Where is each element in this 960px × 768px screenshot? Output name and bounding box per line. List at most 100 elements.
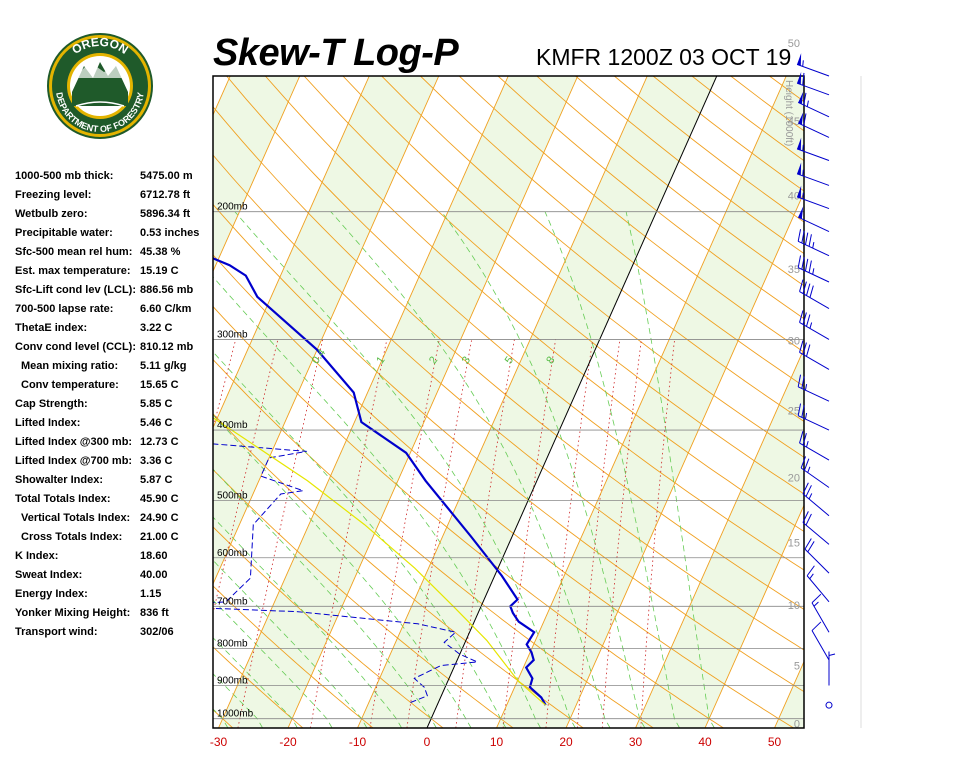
wind-barb (825, 701, 833, 709)
index-row: Freezing level: 6712.78 ft (15, 189, 215, 208)
moist-adiabat (213, 276, 541, 728)
index-label: Lifted Index @300 mb: (15, 436, 133, 448)
wind-barb (796, 53, 830, 77)
mixing-ratio-line (310, 339, 388, 728)
mixing-ratio-label: 1 (374, 354, 387, 366)
temperature-tick-label: 10 (490, 735, 504, 749)
pressure-label: 1000mb (217, 709, 254, 720)
dry-adiabat (213, 154, 804, 651)
dry-adiabat (226, 76, 804, 571)
height-tick-label: 35 (788, 264, 800, 276)
barb-shaft (799, 442, 830, 461)
barb-full (808, 260, 812, 273)
dry-adiabat (497, 76, 804, 320)
barb-shaft (797, 240, 830, 257)
barb-pennant (798, 91, 804, 105)
index-row: Lifted Index @700 mb: 3.36 C (15, 455, 215, 474)
index-value: 836 ft (140, 607, 169, 619)
temperature-tick-label: -30 (210, 735, 228, 749)
height-tick-label: 20 (788, 472, 800, 484)
index-value: 5.11 g/kg (140, 360, 187, 372)
isotherm (218, 76, 509, 728)
moist-adiabat (213, 708, 229, 728)
mixing-ratio-line (406, 339, 473, 728)
wind-barb (799, 340, 830, 370)
barb-half (812, 241, 815, 249)
dry-adiabat (381, 76, 804, 422)
index-row: Lifted Index @300 mb: 12.73 C (15, 436, 215, 455)
barb-half (807, 466, 811, 473)
isotherm (213, 76, 440, 586)
barb-full (804, 232, 809, 245)
wind-barb (799, 431, 830, 461)
dry-adiabat (213, 254, 794, 728)
dewpoint-line (213, 443, 480, 703)
barb-full (802, 511, 809, 523)
index-row: Transport wind: 302/06 (15, 626, 215, 645)
wind-barb (811, 621, 830, 661)
index-label: Cross Totals Index: (21, 531, 123, 543)
moist-adiabat (441, 211, 646, 728)
stability-indices-panel: 1000-500 mb thick: 5475.00 m Freezing leve… (15, 170, 215, 645)
barb-pennant (797, 71, 802, 85)
temperature-tick-label: 30 (629, 735, 643, 749)
wind-barb (804, 538, 830, 574)
mixing-ratio-label: 2 (427, 354, 440, 366)
wind-barb (796, 137, 830, 161)
barb-full (799, 431, 804, 444)
moist-adiabat (544, 211, 680, 728)
barb-pennant (797, 53, 802, 66)
index-row: Energy Index: 1.15 (15, 588, 215, 607)
barb-half (828, 653, 836, 656)
height-tick-label: 15 (788, 538, 800, 550)
barb-full (799, 310, 804, 323)
barb-shaft (797, 386, 830, 402)
mixing-ratio-line (502, 339, 556, 728)
barb-shaft (806, 575, 830, 603)
wind-barb (797, 255, 830, 283)
index-row: 700-500 lapse rate: 6.60 C/km (15, 303, 215, 322)
index-label: Cap Strength: (15, 398, 88, 410)
index-value: 5475.00 m (140, 170, 193, 182)
index-value: 24.90 C (140, 512, 179, 524)
barb-shaft (800, 467, 830, 488)
index-label: Est. max temperature: (15, 265, 131, 277)
wind-barb (806, 565, 830, 603)
dry-adiabat (213, 106, 804, 611)
barb-full (805, 485, 812, 497)
barb-shaft (811, 602, 830, 633)
wind-barb (800, 456, 830, 488)
barb-full (801, 230, 805, 244)
index-label: Mean mixing ratio: (21, 360, 119, 372)
barb-shaft (797, 216, 830, 232)
isotherm (0, 76, 161, 728)
pressure-label: 900mb (217, 675, 248, 686)
barb-pennant (798, 206, 804, 219)
mixing-ratio-line (369, 339, 440, 728)
barb-full (803, 92, 807, 106)
mixing-ratio-label: 3 (460, 354, 473, 366)
moist-adiabat (213, 637, 298, 728)
index-value: 302/06 (140, 626, 174, 638)
barb-full (802, 72, 805, 86)
index-row: Est. max temperature: 15.19 C (15, 265, 215, 284)
index-row: Total Totals Index: 45.90 C (15, 493, 215, 512)
dry-adiabat (458, 76, 804, 353)
index-value: 15.65 C (140, 379, 179, 391)
temperature-tick-label: 50 (768, 735, 782, 749)
index-label: 700-500 lapse rate: (15, 303, 114, 315)
wind-barb (796, 71, 830, 96)
moist-adiabat (213, 414, 472, 728)
height-tick-label: 10 (788, 600, 800, 612)
chart-title: Skew-T Log-P (213, 32, 459, 74)
temperature-tick-label: 20 (559, 735, 573, 749)
oregon-forestry-logo: OREGON DEPARTMENT OF FORESTRY (47, 33, 153, 139)
index-row: Sweat Index: 40.00 (15, 569, 215, 588)
pressure-label: 400mb (217, 420, 248, 431)
barb-full (808, 234, 812, 247)
dry-adiabat (886, 76, 960, 728)
wind-barb (797, 229, 830, 257)
wind-barb (811, 593, 830, 633)
barb-full (801, 257, 805, 270)
index-value: 45.38 % (140, 246, 181, 258)
